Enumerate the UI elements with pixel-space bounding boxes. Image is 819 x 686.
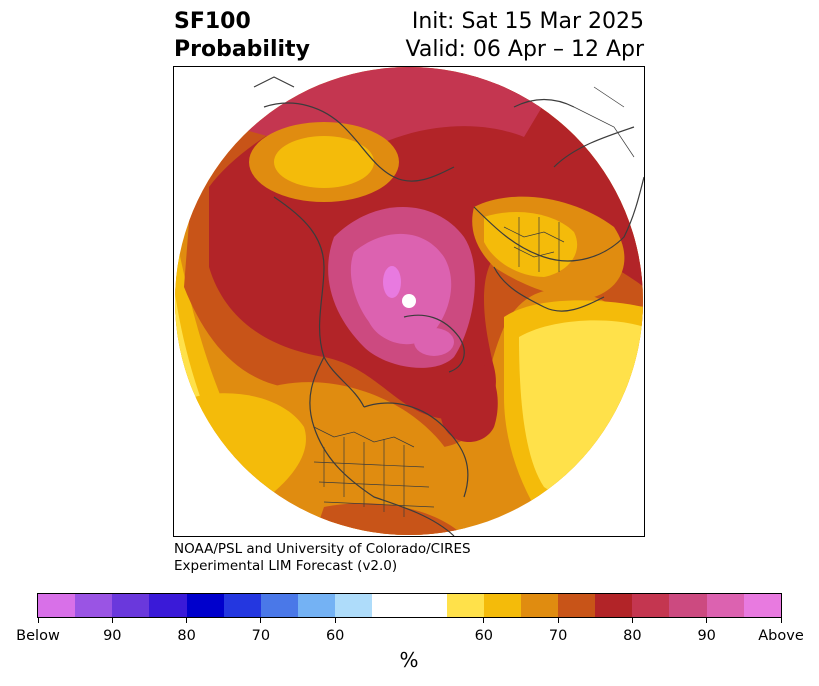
colorbar-tick-label: 90	[697, 628, 716, 644]
colorbar-segment	[112, 594, 150, 617]
colorbar-tick-mark	[334, 618, 336, 623]
colorbar-tick-mark	[186, 618, 188, 623]
colorbar-segment	[632, 594, 670, 617]
coastlines	[253, 76, 644, 536]
colorbar-segment	[557, 594, 596, 617]
colorbar-segment	[335, 594, 373, 617]
colorbar-segment	[520, 594, 558, 617]
colorbar-tick-label: Above	[758, 628, 804, 644]
colorbar-segment	[595, 594, 633, 617]
colorbar-segment	[409, 594, 447, 617]
colorbar-tick-mark	[260, 618, 262, 623]
colorbar-tick-mark	[706, 618, 708, 623]
colorbar-segment	[743, 594, 781, 617]
forecast-dates: Init: Sat 15 Mar 2025 Valid: 06 Apr – 12…	[406, 8, 645, 64]
colorbar-segment	[372, 594, 410, 617]
colorbar-tick-mark	[557, 618, 559, 623]
colorbar-tick-mark	[780, 618, 782, 623]
probability-field	[175, 67, 643, 535]
colorbar	[37, 593, 782, 618]
colorbar-tick-label: 80	[177, 628, 196, 644]
colorbar-tick-label: 60	[325, 628, 345, 644]
colorbar-segment	[260, 594, 298, 617]
colorbar-segment	[186, 594, 224, 617]
colorbar-tick-label: 90	[103, 628, 122, 644]
colorbar-segment	[75, 594, 113, 617]
colorbar-tick-mark	[37, 618, 39, 623]
colorbar-segment	[483, 594, 521, 617]
product-name: SF100	[174, 9, 251, 34]
polar-map	[173, 66, 645, 537]
colorbar-segment	[297, 594, 336, 617]
product-title: SF100 Probability	[174, 8, 310, 64]
colorbar-segment	[223, 594, 261, 617]
init-date: Init: Sat 15 Mar 2025	[411, 9, 644, 34]
colorbar-segment	[706, 594, 744, 617]
colorbar-tick-mark	[483, 618, 485, 623]
political-boundaries	[313, 86, 635, 517]
product-type: Probability	[174, 37, 310, 62]
colorbar-segment	[446, 594, 484, 617]
colorbar-segment	[669, 594, 707, 617]
credit-line-1: NOAA/PSL and University of Colorado/CIRE…	[174, 541, 471, 557]
credit-text: NOAA/PSL and University of Colorado/CIRE…	[174, 541, 471, 575]
colorbar-tick-mark	[111, 618, 113, 623]
valid-range: Valid: 06 Apr – 12 Apr	[405, 37, 645, 62]
colorbar-unit: %	[399, 648, 419, 672]
probability-map	[175, 67, 644, 536]
colorbar-segment	[38, 594, 76, 617]
colorbar-tick-label: 70	[251, 628, 271, 644]
colorbar-tick-label: 80	[623, 628, 642, 644]
colorbar-tick-label: Below	[16, 628, 60, 644]
colorbar-tick-label: 60	[474, 628, 494, 644]
credit-line-2: Experimental LIM Forecast (v2.0)	[174, 558, 398, 574]
colorbar-tick-mark	[631, 618, 633, 623]
pole-marker	[402, 294, 416, 308]
colorbar-tick-label: 70	[548, 628, 568, 644]
colorbar-segment	[149, 594, 187, 617]
